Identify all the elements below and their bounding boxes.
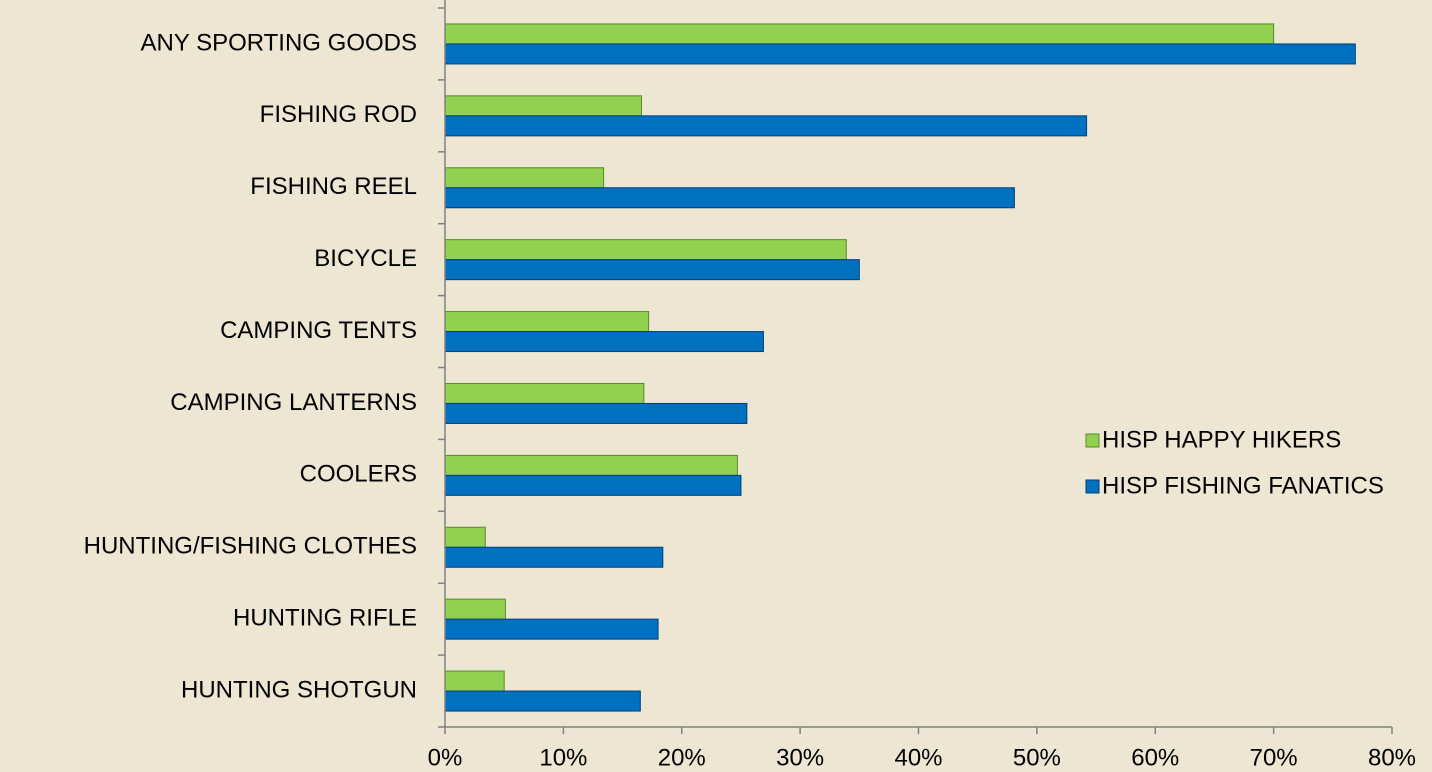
bar xyxy=(444,618,659,640)
bar xyxy=(444,239,847,261)
bar xyxy=(444,670,505,692)
x-tick-label: 0% xyxy=(428,744,463,771)
bar xyxy=(444,43,1356,65)
x-tick-label: 50% xyxy=(1013,744,1061,771)
x-tick-label: 30% xyxy=(776,744,824,771)
y-tick-label: BICYCLE xyxy=(314,245,417,272)
bar xyxy=(444,187,1015,209)
bar xyxy=(444,311,650,333)
bar xyxy=(444,167,605,189)
y-tick-label: FISHING ROD xyxy=(260,101,417,128)
y-tick-label: FISHING REEL xyxy=(250,173,417,200)
bar xyxy=(444,259,860,281)
bar xyxy=(444,526,486,548)
x-tick-label: 70% xyxy=(1250,744,1298,771)
y-tick-label: HUNTING RIFLE xyxy=(233,604,417,631)
bar xyxy=(444,95,643,117)
bar xyxy=(444,23,1275,45)
bar xyxy=(444,115,1088,137)
legend-label: HISP HAPPY HIKERS xyxy=(1102,426,1341,453)
bar xyxy=(444,331,764,353)
y-tick-label: COOLERS xyxy=(300,461,417,488)
x-tick-label: 80% xyxy=(1368,744,1416,771)
bar xyxy=(444,690,641,712)
bar xyxy=(444,474,742,496)
y-tick-label: ANY SPORTING GOODS xyxy=(140,29,417,56)
legend-label: HISP FISHING FANATICS xyxy=(1102,472,1384,499)
legend-swatch xyxy=(1085,433,1100,448)
y-tick-label: CAMPING TENTS xyxy=(220,317,417,344)
y-tick-label: CAMPING LANTERNS xyxy=(170,389,417,416)
x-tick-label: 60% xyxy=(1131,744,1179,771)
bar xyxy=(444,546,664,568)
bar xyxy=(444,402,748,424)
bar xyxy=(444,382,645,404)
y-tick-label: HUNTING SHOTGUN xyxy=(181,676,417,703)
bar xyxy=(444,454,738,476)
x-tick-label: 20% xyxy=(658,744,706,771)
legend-swatch xyxy=(1085,479,1100,494)
x-tick-label: 10% xyxy=(539,744,587,771)
y-tick-label: HUNTING/FISHING CLOTHES xyxy=(84,533,417,560)
x-tick-label: 40% xyxy=(894,744,942,771)
bar xyxy=(444,598,506,620)
